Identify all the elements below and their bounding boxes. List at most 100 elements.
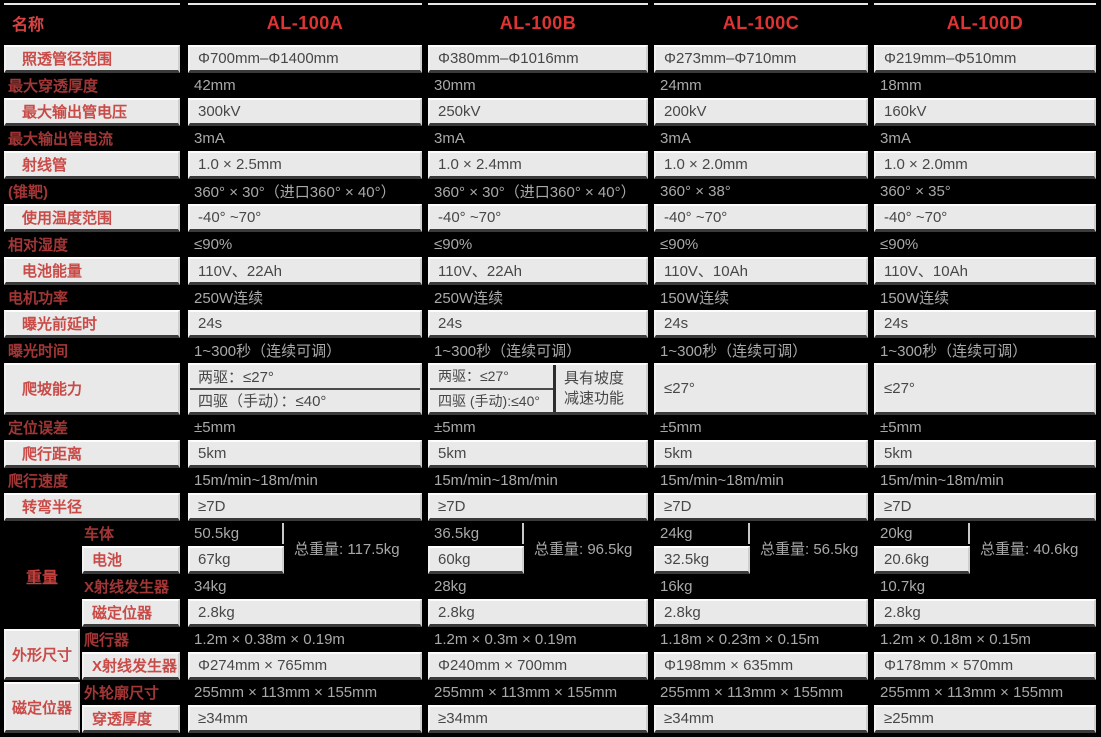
- cell-value: ≥34mm: [654, 705, 868, 733]
- cell-value: 110V、22Ah: [428, 257, 648, 285]
- cell-value: ±5mm: [194, 419, 236, 436]
- cell-value: 两驱：≤27°: [190, 365, 420, 390]
- row-label: 电池能量: [4, 257, 180, 285]
- cell-value: 2.8kg: [874, 599, 1096, 627]
- row-label: 定位误差: [8, 420, 69, 437]
- cell-value: 60kg: [428, 546, 524, 574]
- table-row: 曝光前延时 24s 24s 24s 24s: [4, 310, 1101, 338]
- cell-value: ≤90%: [194, 236, 233, 253]
- climb-b-wrapper: 两驱：≤27° 四驱 (手动):≤40° 具有坡度 减速功能: [430, 365, 646, 412]
- table-row: 最大输出管电压 300kV 250kV 200kV 160kV: [4, 98, 1101, 126]
- cell-value: 360° × 35°: [880, 183, 951, 200]
- row-label: 相对湿度: [8, 237, 69, 254]
- cell-value: Φ198mm × 635mm: [654, 652, 868, 680]
- group-label: 重量: [25, 570, 58, 587]
- group-subrows: 车体 50.5kg 总重量: 117.5kg 36.5kg 总重量: 96.5kg 24k…: [82, 523, 1101, 629]
- cell-value: 2.8kg: [188, 599, 422, 627]
- total-weight: 总重量: 40.6kg: [980, 541, 1079, 558]
- sub-row-label: 车体: [84, 526, 115, 543]
- weight-split-cell: 36.5kg 总重量: 96.5kg: [428, 523, 648, 558]
- row-label: 射线管: [4, 151, 180, 179]
- cell-value: 15m/min~18m/min: [660, 472, 784, 489]
- cell-value: 1~300秒（连续可调）: [880, 343, 1028, 360]
- sub-row-label: 电池: [82, 546, 180, 574]
- cell-value: 200kV: [654, 98, 868, 126]
- cell-value: Φ274mm × 765mm: [188, 652, 422, 680]
- cell-value: 20kg: [874, 523, 970, 544]
- name-column-header: 名称: [4, 3, 180, 41]
- cell-value: ≤90%: [660, 236, 699, 253]
- table-row: 使用温度范围 -40° ~70° -40° ~70° -40° ~70° -40° ~7…: [4, 204, 1101, 232]
- cell-value: 15m/min~18m/min: [194, 472, 318, 489]
- cell-value: 5km: [874, 440, 1096, 468]
- table-row: (锥靶) 360° × 30°（进口360° × 40°） 360° × 30°（进…: [4, 181, 1101, 202]
- row-label: (锥靶): [8, 184, 48, 201]
- weight-split-cell: 32.5kg: [654, 546, 868, 574]
- cell-value: ≥34mm: [188, 705, 422, 733]
- cell-value: 24s: [654, 310, 868, 338]
- cell-value: ≥7D: [428, 493, 648, 521]
- weight-split-cell: 20.6kg: [874, 546, 1096, 574]
- product-name-al-100c: AL-100C: [654, 3, 868, 41]
- cell-value: 250W连续: [434, 290, 504, 307]
- table-row: X射线发生器 34kg 28kg 16kg 10.7kg: [82, 576, 1101, 597]
- cell-value: 1.0 × 2.5mm: [188, 151, 422, 179]
- sub-row-label: 爬行器: [84, 632, 130, 649]
- cell-value: ≥34mm: [428, 705, 648, 733]
- cell-value: 1.2m × 0.3m × 0.19m: [434, 631, 577, 648]
- cell-value: ±5mm: [660, 419, 702, 436]
- table-row: 爬行速度 15m/min~18m/min 15m/min~18m/min 15m/mi…: [4, 470, 1101, 491]
- cell-value: 16kg: [660, 578, 693, 595]
- climb-two-wheel-values: 两驱：≤27° 四驱（手动）：≤40°: [190, 365, 420, 412]
- table-row: 爬坡能力 两驱：≤27° 四驱（手动）：≤40° 两驱：≤27° 四驱 (手动):≤40…: [4, 363, 1101, 415]
- cell-value: 2.8kg: [654, 599, 868, 627]
- table-row: 电池 67kg 60kg 32.5kg 20.6kg: [82, 546, 1101, 574]
- cell-value: 24s: [874, 310, 1096, 338]
- note-line: 具有坡度: [564, 369, 625, 387]
- table-row: 曝光时间 1~300秒（连续可调） 1~300秒（连续可调） 1~300秒（连续可调）…: [4, 340, 1101, 361]
- cell-value: 5km: [654, 440, 868, 468]
- cell-value: 110V、10Ah: [874, 257, 1096, 285]
- row-label: 电机功率: [8, 290, 69, 307]
- row-label: 使用温度范围: [4, 204, 180, 232]
- cell-value: 160kV: [874, 98, 1096, 126]
- cell-value: 255mm × 113mm × 155mm: [880, 684, 1064, 701]
- cell-value: 1.0 × 2.0mm: [874, 151, 1096, 179]
- weight-split-cell: 50.5kg 总重量: 117.5kg: [188, 523, 422, 558]
- weight-split-cell: 67kg: [188, 546, 422, 574]
- cell-value: 34kg: [194, 578, 227, 595]
- weight-split-cell: 20kg 总重量: 40.6kg: [874, 523, 1096, 558]
- table-group: 外形尺寸 爬行器 1.2m × 0.38m × 0.19m 1.2m × 0.3m ×…: [4, 629, 1101, 682]
- cell-value: ≥25mm: [874, 705, 1096, 733]
- cell-value: 250W连续: [194, 290, 264, 307]
- group-label: 磁定位器: [4, 682, 80, 733]
- cell-value: ≥7D: [874, 493, 1096, 521]
- cell-value: Φ178mm × 570mm: [874, 652, 1096, 680]
- total-weight: 总重量: 56.5kg: [760, 541, 859, 558]
- table-body: 照透管径范围 Φ700mm–Φ1400mm Φ380mm–Φ1016mm Φ273mm…: [4, 45, 1101, 735]
- cell-value: 两驱：≤27° 四驱（手动）：≤40°: [188, 363, 422, 415]
- cell-value: ≤27°: [654, 363, 868, 415]
- weight-split-cell: 60kg: [428, 546, 648, 574]
- cell-value: 150W连续: [660, 290, 730, 307]
- cell-value: 28kg: [434, 578, 467, 595]
- total-weight: 总重量: 117.5kg: [294, 541, 400, 558]
- cell-value: Φ380mm–Φ1016mm: [428, 45, 648, 73]
- table-row: 穿透厚度 ≥34mm ≥34mm ≥34mm ≥25mm: [82, 705, 1101, 733]
- table-row: 外轮廓尺寸 255mm × 113mm × 155mm 255mm × 113mm …: [82, 682, 1101, 703]
- cell-value: ±5mm: [434, 419, 476, 436]
- table-row: X射线发生器 Φ274mm × 765mm Φ240mm × 700mm Φ198mm…: [82, 652, 1101, 680]
- product-name-al-100b: AL-100B: [428, 3, 648, 41]
- cell-value: 24mm: [660, 77, 702, 94]
- cell-value: ≤90%: [434, 236, 473, 253]
- cell-value: Φ219mm–Φ510mm: [874, 45, 1096, 73]
- cell-value: 1.2m × 0.18m × 0.15m: [880, 631, 1031, 648]
- cell-value: Φ273mm–Φ710mm: [654, 45, 868, 73]
- row-label: 曝光时间: [8, 343, 69, 360]
- cell-value: 四驱（手动）：≤40°: [198, 393, 327, 411]
- cell-value: 1.18m × 0.23m × 0.15m: [660, 631, 820, 648]
- row-label: 转弯半径: [4, 493, 180, 521]
- cell-value: 5km: [428, 440, 648, 468]
- table-row: 电机功率 250W连续 250W连续 150W连续 150W连续: [4, 287, 1101, 308]
